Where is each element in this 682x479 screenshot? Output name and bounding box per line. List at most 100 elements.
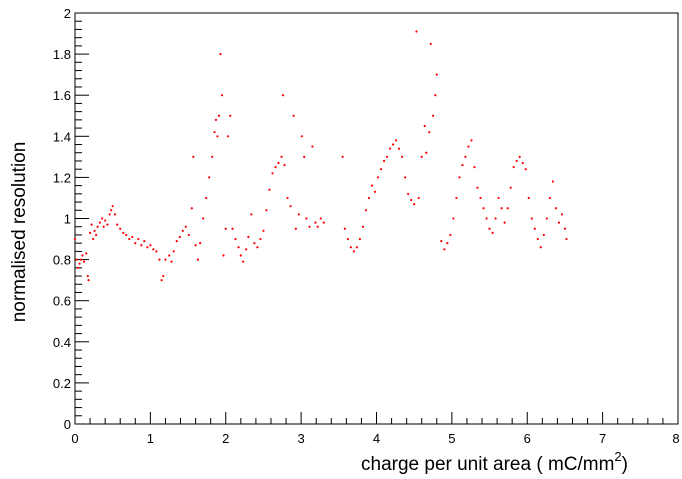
data-point (388, 147, 392, 150)
data-point (175, 240, 178, 243)
data-point (303, 155, 306, 158)
data-point (292, 114, 295, 117)
data-point (494, 217, 497, 220)
y-tick-label: 0.8 (53, 253, 71, 268)
x-tick-label: 2 (222, 431, 229, 446)
x-tick-label: 3 (298, 431, 305, 446)
data-point (464, 155, 467, 158)
data-point (370, 184, 374, 187)
data-point (283, 163, 286, 167)
data-point (190, 207, 193, 210)
data-point (364, 209, 368, 212)
data-point (274, 166, 277, 169)
data-point (199, 242, 202, 245)
y-tick-label: 0.2 (53, 376, 71, 391)
data-point (506, 207, 509, 210)
data-point (539, 246, 542, 249)
y-axis-title: normalised resolution (9, 142, 30, 323)
data-point (168, 254, 171, 257)
data-point (202, 217, 205, 220)
data-point (98, 221, 101, 224)
data-point (382, 159, 386, 163)
data-point (250, 213, 253, 216)
data-point (479, 196, 482, 200)
data-point (164, 258, 167, 261)
data-point (305, 217, 308, 220)
data-point (565, 237, 568, 241)
data-point (137, 237, 140, 241)
data-point (319, 217, 322, 220)
data-point (160, 279, 163, 282)
data-point (449, 233, 452, 237)
data-point (170, 260, 173, 263)
data-point (554, 207, 557, 210)
data-point (417, 196, 420, 200)
data-point (431, 114, 435, 117)
data-point (280, 155, 283, 158)
data-point (116, 223, 119, 226)
data-point (509, 186, 512, 189)
data-point (440, 240, 443, 243)
data-point (423, 124, 426, 128)
data-point (128, 237, 131, 241)
x-axis-ticks (74, 412, 679, 424)
data-point (435, 73, 438, 76)
data-point (125, 233, 128, 237)
data-point (219, 53, 222, 56)
data-point (294, 227, 297, 230)
data-point (500, 207, 503, 210)
data-point (343, 227, 346, 230)
data-point (194, 244, 197, 247)
x-tick-label: 0 (71, 431, 78, 446)
data-point (413, 203, 416, 206)
data-point (87, 279, 90, 282)
data-point (196, 258, 199, 261)
data-point (518, 155, 521, 158)
data-point (262, 229, 265, 232)
data-point (349, 246, 352, 249)
data-point (497, 196, 500, 200)
data-point (557, 221, 561, 224)
y-tick-label: 2 (64, 6, 71, 21)
data-point (237, 246, 240, 249)
data-point (224, 227, 227, 230)
data-point (208, 176, 211, 179)
data-point (512, 166, 515, 169)
data-point (106, 223, 109, 226)
data-point (217, 114, 221, 117)
data-point (391, 143, 395, 146)
data-point (143, 240, 146, 243)
data-point (527, 196, 530, 200)
data-point (385, 155, 389, 158)
data-point (95, 233, 98, 237)
data-point (256, 246, 259, 249)
data-point (86, 274, 89, 278)
x-tick-label: 6 (524, 431, 531, 446)
x-axis-title: charge per unit area ( mC/mm2) (361, 449, 628, 475)
data-point (149, 244, 152, 247)
data-point (503, 221, 506, 224)
data-point (110, 209, 113, 212)
data-point (352, 250, 355, 253)
data-point (341, 155, 344, 158)
data-point (548, 196, 551, 200)
data-point (443, 248, 446, 251)
data-point (533, 227, 536, 230)
x-axis-tick-labels: 0 1 2 3 4 5 6 7 8 (71, 431, 679, 446)
plot-frame (74, 12, 679, 425)
data-point (355, 246, 358, 249)
data-point (536, 237, 539, 241)
data-point (563, 227, 567, 230)
data-point (398, 147, 401, 150)
data-point (289, 205, 292, 208)
data-point (530, 217, 533, 220)
data-point (300, 135, 303, 138)
data-point (488, 227, 491, 230)
x-tick-label: 5 (448, 431, 455, 446)
data-point (311, 145, 314, 148)
data-point (346, 237, 349, 241)
data-point (172, 250, 175, 253)
data-point (122, 231, 125, 234)
data-point (452, 217, 455, 220)
